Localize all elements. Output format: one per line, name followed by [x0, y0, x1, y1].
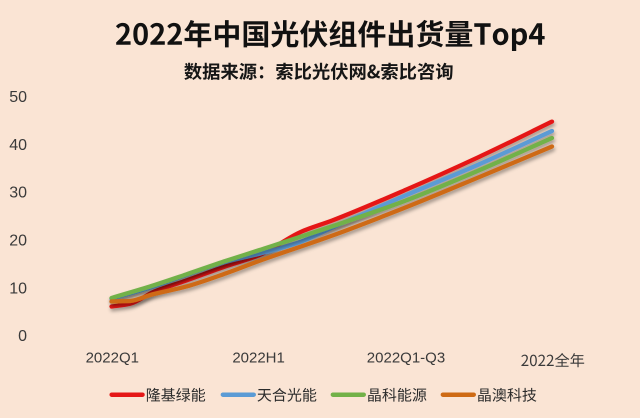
svg-text:2022Q1-Q3: 2022Q1-Q3: [367, 349, 445, 366]
svg-text:2022H1: 2022H1: [232, 349, 285, 366]
svg-text:10: 10: [9, 280, 27, 297]
svg-text:50: 50: [9, 89, 27, 106]
svg-text:0: 0: [18, 328, 27, 345]
svg-text:2022Q1: 2022Q1: [86, 349, 139, 366]
svg-text:20: 20: [9, 233, 27, 250]
svg-text:30: 30: [9, 185, 27, 202]
svg-text:40: 40: [9, 137, 27, 154]
